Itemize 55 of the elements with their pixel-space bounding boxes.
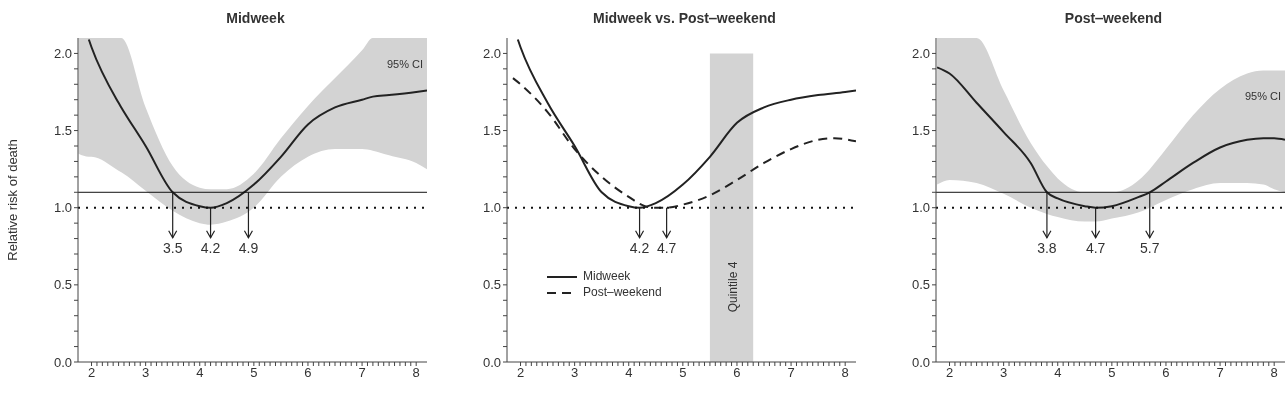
annotation: 3.5 <box>162 239 183 256</box>
x-tick-label: 4 <box>625 365 633 381</box>
x-tick-label: 8 <box>841 365 849 381</box>
y-tick-label: 0.5 <box>911 277 930 293</box>
y-tick-label: 0.0 <box>482 354 501 370</box>
x-tick-label: 5 <box>679 365 687 381</box>
x-tick-label: 3 <box>142 365 150 381</box>
line-series <box>516 38 856 209</box>
x-tick-label: 4 <box>1054 365 1062 381</box>
x-tick-label: 7 <box>787 365 795 381</box>
x-tick-label: 7 <box>358 365 366 381</box>
y-tick-label: 1.0 <box>53 200 72 216</box>
legend-label: Midweek <box>583 269 632 284</box>
x-tick-label: 7 <box>1216 365 1224 381</box>
x-tick-label: 2 <box>87 365 96 381</box>
y-tick-label: 1.5 <box>911 123 930 139</box>
chart-title: Midweek <box>225 9 286 28</box>
y-tick-label: 1.0 <box>911 200 930 216</box>
chart-title: Post‒weekend <box>1063 9 1164 28</box>
x-tick-label: 8 <box>412 365 420 381</box>
y-tick-label: 0.0 <box>911 354 930 370</box>
x-tick-label: 3 <box>571 365 579 381</box>
x-tick-label: 8 <box>1270 365 1278 381</box>
x-tick-label: 2 <box>516 365 525 381</box>
annotation: 4.2 <box>200 239 221 256</box>
x-tick-label: 6 <box>733 365 741 381</box>
y-axis-title: Relative risk of death <box>4 139 20 261</box>
annotation: 4.2 <box>629 239 650 256</box>
y-tick-label: 0.5 <box>53 277 72 293</box>
annotation: 95% CI <box>1244 90 1281 103</box>
legend-label: Post‒weekend <box>583 285 662 300</box>
y-tick-label: 2.0 <box>482 46 501 62</box>
annotation: 5.7 <box>1139 239 1160 256</box>
line-series <box>936 66 1285 209</box>
chart-title: Midweek vs. Post‒weekend <box>592 9 777 28</box>
y-tick-label: 0.5 <box>482 277 501 293</box>
x-tick-label: 5 <box>1108 365 1116 381</box>
x-tick-label: 6 <box>1162 365 1170 381</box>
x-tick-label: 2 <box>945 365 954 381</box>
annotation: 4.7 <box>1085 239 1106 256</box>
x-tick-label: 4 <box>196 365 204 381</box>
y-tick-label: 1.5 <box>53 123 72 139</box>
x-tick-label: 5 <box>250 365 258 381</box>
y-tick-label: 2.0 <box>53 46 72 62</box>
y-tick-label: 1.5 <box>482 123 501 139</box>
x-tick-label: 3 <box>1000 365 1008 381</box>
annotation: 4.7 <box>656 239 677 256</box>
annotation: 4.9 <box>238 239 259 256</box>
band-label: Quintile 4 <box>725 261 740 313</box>
y-tick-label: 2.0 <box>911 46 930 62</box>
annotation: 95% CI <box>386 58 423 70</box>
y-tick-label: 1.0 <box>482 200 501 216</box>
y-tick-label: 0.0 <box>53 354 72 370</box>
annotation: 3.8 <box>1037 239 1057 256</box>
x-tick-label: 6 <box>304 365 312 381</box>
